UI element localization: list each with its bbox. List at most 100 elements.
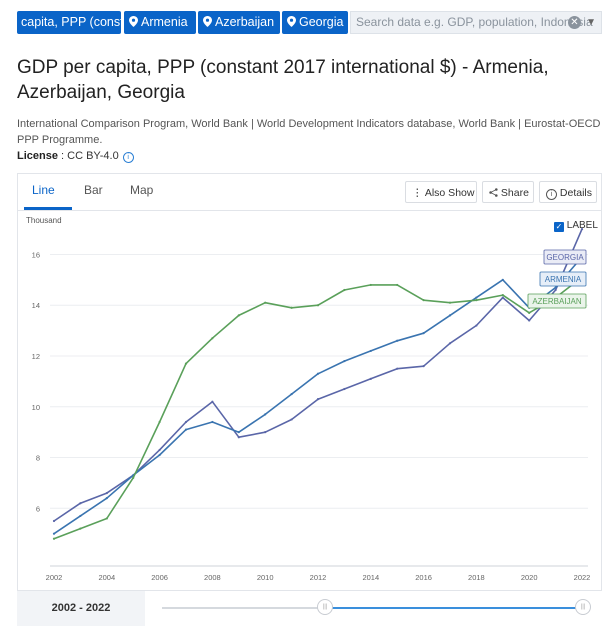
- x-tick-label: 2020: [521, 573, 538, 582]
- active-tab-indicator: [24, 207, 72, 210]
- search-placeholder: Search data e.g. GDP, population, Indone…: [356, 15, 593, 29]
- data-point: [396, 367, 399, 370]
- data-point: [264, 431, 267, 434]
- data-point: [554, 286, 557, 289]
- data-point: [528, 311, 531, 314]
- series-label-box: [527, 293, 587, 309]
- share-label: Share: [500, 187, 529, 199]
- x-tick-label: 2008: [204, 573, 221, 582]
- series-label-armenia: ARMENIA: [539, 271, 587, 287]
- clear-icon[interactable]: ✕: [568, 16, 581, 29]
- data-point: [343, 387, 346, 391]
- license: License : CC BY-4.0 i: [17, 150, 134, 163]
- x-tick-label: 2018: [468, 573, 485, 582]
- chart-series-labels: GEORGIA ARMENIA AZERBAIJAN: [527, 249, 587, 309]
- data-point: [264, 301, 267, 304]
- y-tick-label: 12: [32, 352, 40, 361]
- data-point: [264, 413, 267, 416]
- data-point: [132, 476, 135, 479]
- details-button[interactable]: i Details: [539, 181, 597, 203]
- data-point: [105, 517, 108, 520]
- data-point: [237, 436, 240, 439]
- search-input[interactable]: Search data e.g. GDP, population, Indone…: [350, 11, 602, 34]
- country-chip-label: Georgia: [299, 15, 344, 29]
- country-chip-azerbaijan[interactable]: Azerbaijan: [198, 11, 280, 34]
- range-start-handle[interactable]: |||: [317, 599, 333, 615]
- license-label: License: [17, 150, 58, 162]
- data-point: [580, 227, 584, 231]
- data-point: [396, 339, 399, 342]
- map-pin-icon: [129, 16, 138, 27]
- chevron-down-icon[interactable]: ▼: [586, 17, 596, 28]
- year-range-fill: [325, 607, 583, 609]
- data-point: [79, 502, 82, 505]
- year-range-slider[interactable]: ||| |||: [162, 599, 591, 615]
- data-point: [316, 398, 320, 401]
- country-chip-armenia[interactable]: Armenia: [124, 11, 196, 34]
- data-point: [184, 420, 188, 424]
- data-point: [475, 296, 478, 299]
- country-chip-label: Armenia: [141, 15, 188, 29]
- data-point: [369, 283, 372, 287]
- series-label-text: ARMENIA: [545, 275, 582, 284]
- data-point: [79, 527, 82, 530]
- license-value: : CC BY-4.0: [57, 150, 119, 162]
- data-point: [448, 342, 452, 345]
- year-range-label: 2002 - 2022: [17, 591, 145, 626]
- data-point: [105, 491, 108, 495]
- x-tick-label: 2004: [98, 573, 115, 582]
- series-label-text: GEORGIA: [546, 253, 584, 262]
- data-point: [316, 304, 320, 307]
- data-point: [316, 372, 320, 375]
- series-label-georgia: GEORGIA: [543, 249, 587, 265]
- line-chart: Thousand 6 8 10 12 14 16 2002 2004 2006 2008 2010 20…: [26, 216, 590, 582]
- share-button[interactable]: Share: [482, 181, 534, 203]
- x-tick-label: 2002: [46, 573, 63, 582]
- map-pin-icon: [287, 16, 296, 27]
- y-tick-label: 8: [36, 454, 40, 463]
- data-point: [501, 296, 504, 299]
- share-icon: [489, 188, 498, 197]
- info-icon[interactable]: i: [122, 152, 134, 163]
- y-tick-label: 6: [36, 504, 40, 513]
- more-vertical-icon: ⋮: [412, 187, 423, 199]
- data-point: [343, 288, 346, 292]
- also-show-label: Also Show: [424, 187, 475, 199]
- series-label-box: [539, 271, 587, 287]
- y-tick-label: 10: [32, 403, 40, 412]
- data-point: [52, 537, 56, 540]
- data-point: [528, 319, 531, 322]
- map-pin-icon: [203, 16, 212, 27]
- page-title: GDP per capita, PPP (constant 2017 inter…: [17, 57, 549, 103]
- x-tick-label: 2022: [574, 573, 591, 582]
- tab-bar[interactable]: Bar: [84, 183, 103, 197]
- chart-series: [52, 227, 584, 540]
- x-tick-label: 2012: [310, 573, 327, 582]
- data-point: [237, 431, 240, 434]
- series-label-box: [543, 249, 587, 265]
- details-label: Details: [559, 187, 593, 199]
- chart-tabs: Line Bar Map ⋮ Also Show Share i Details: [18, 174, 601, 211]
- data-point: [343, 359, 346, 363]
- data-point: [422, 365, 425, 368]
- data-point: [158, 453, 161, 457]
- country-chip-georgia[interactable]: Georgia: [282, 11, 348, 34]
- series-label-text: AZERBAIJAN: [532, 297, 582, 306]
- checkbox-checked-icon[interactable]: ✓: [554, 222, 564, 232]
- indicator-chip[interactable]: capita, PPP (const...: [17, 11, 121, 34]
- label-toggle[interactable]: ✓ LABEL: [554, 220, 598, 232]
- tab-map[interactable]: Map: [130, 183, 154, 197]
- also-show-button[interactable]: ⋮ Also Show: [405, 181, 477, 203]
- range-end-handle[interactable]: |||: [575, 599, 591, 615]
- x-tick-label: 2016: [415, 573, 432, 582]
- data-sources: International Comparison Program, World …: [17, 118, 601, 146]
- y-tick-label: 14: [32, 301, 40, 310]
- chart-grid: [50, 253, 588, 509]
- chart-axes: Thousand 6 8 10 12 14 16 2002 2004 2006 2008 2010 20…: [26, 216, 590, 582]
- y-axis-label: Thousand: [26, 216, 62, 225]
- data-point: [290, 392, 293, 396]
- data-point: [396, 283, 399, 287]
- data-point: [211, 337, 214, 340]
- data-point: [501, 278, 504, 281]
- tab-line[interactable]: Line: [32, 183, 55, 197]
